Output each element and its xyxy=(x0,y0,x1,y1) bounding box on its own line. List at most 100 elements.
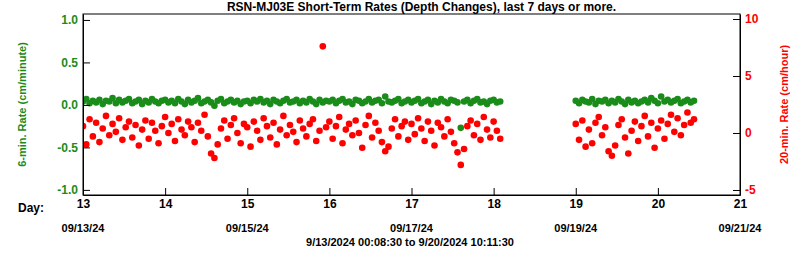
point xyxy=(352,117,359,124)
point xyxy=(668,111,675,118)
point xyxy=(119,137,126,144)
point xyxy=(205,133,212,140)
tick-mark xyxy=(733,76,740,77)
point xyxy=(448,129,455,136)
tick: 19 xyxy=(570,188,584,211)
point xyxy=(251,118,258,125)
tick-label: 16 xyxy=(323,197,337,211)
point xyxy=(247,143,254,150)
point xyxy=(425,118,432,125)
point xyxy=(691,116,698,123)
point xyxy=(356,130,363,137)
tick-label: 1.0 xyxy=(61,13,78,27)
point xyxy=(369,134,376,141)
date-label: 09/13/24 xyxy=(62,222,106,234)
point xyxy=(260,115,267,122)
point xyxy=(379,139,386,146)
point xyxy=(214,141,221,148)
point xyxy=(185,118,192,125)
point xyxy=(162,114,169,121)
point xyxy=(172,138,179,145)
point xyxy=(165,130,172,137)
point xyxy=(122,124,129,131)
point xyxy=(599,132,606,139)
point xyxy=(329,135,336,142)
point xyxy=(484,126,491,133)
point xyxy=(622,134,629,141)
point xyxy=(592,119,599,126)
point xyxy=(421,138,428,145)
point xyxy=(411,131,418,138)
point xyxy=(464,123,471,130)
point xyxy=(116,115,123,122)
point xyxy=(684,109,691,116)
point xyxy=(586,126,593,133)
point xyxy=(651,145,658,152)
point xyxy=(576,137,583,144)
tick-mark xyxy=(733,133,740,134)
tick-label: 0 xyxy=(745,126,752,140)
series xyxy=(83,43,697,168)
point xyxy=(129,134,136,141)
point xyxy=(595,114,602,121)
point xyxy=(375,127,382,134)
point xyxy=(168,121,175,128)
point xyxy=(671,129,678,136)
point xyxy=(428,127,435,134)
point xyxy=(86,116,93,123)
point xyxy=(182,132,189,139)
point xyxy=(655,125,662,132)
tick-label: 10 xyxy=(745,12,759,26)
series xyxy=(83,93,697,131)
plot-frame xyxy=(83,14,740,195)
point xyxy=(191,139,198,146)
point xyxy=(188,124,195,131)
point xyxy=(93,119,100,126)
title: RSN-MJ03E Short-Term Rates (Depth Change… xyxy=(227,0,616,14)
tick: 16 xyxy=(323,188,337,211)
x-axis-title: Day: xyxy=(18,201,44,215)
point xyxy=(457,162,464,169)
tick-label: 0.0 xyxy=(61,98,78,112)
point xyxy=(579,117,586,124)
point xyxy=(402,118,409,125)
point xyxy=(658,117,665,124)
point xyxy=(264,123,271,130)
point xyxy=(237,140,244,147)
tick-label: 18 xyxy=(487,197,501,211)
tick: 21 xyxy=(734,188,748,211)
point xyxy=(274,141,281,148)
point xyxy=(635,138,642,145)
tick-label: 0.5 xyxy=(61,56,78,70)
point xyxy=(490,118,497,125)
point xyxy=(648,119,655,126)
point xyxy=(638,123,645,130)
point xyxy=(661,135,668,142)
point xyxy=(474,121,481,128)
point xyxy=(480,114,487,121)
point xyxy=(385,143,392,150)
point xyxy=(139,126,146,133)
point xyxy=(96,139,103,146)
point xyxy=(388,125,395,132)
point xyxy=(267,134,274,141)
tick-mark xyxy=(740,188,741,195)
tick-mark xyxy=(83,147,90,148)
point xyxy=(195,119,202,126)
point xyxy=(395,133,402,140)
tick-label: 14 xyxy=(159,197,173,211)
point xyxy=(211,155,218,162)
point xyxy=(612,142,619,149)
point xyxy=(333,123,340,130)
point xyxy=(99,125,106,132)
tick-mark xyxy=(83,20,90,21)
chart: -1.0-0.50.00.51.0-5051013141516171819202… xyxy=(0,0,800,256)
point xyxy=(287,122,294,129)
point xyxy=(609,152,616,159)
point xyxy=(632,118,639,125)
tick: 0 xyxy=(733,126,752,140)
tick: 17 xyxy=(405,188,419,211)
point xyxy=(326,118,333,125)
x-axis: 131415161718192021 xyxy=(77,188,748,211)
point xyxy=(572,121,579,128)
